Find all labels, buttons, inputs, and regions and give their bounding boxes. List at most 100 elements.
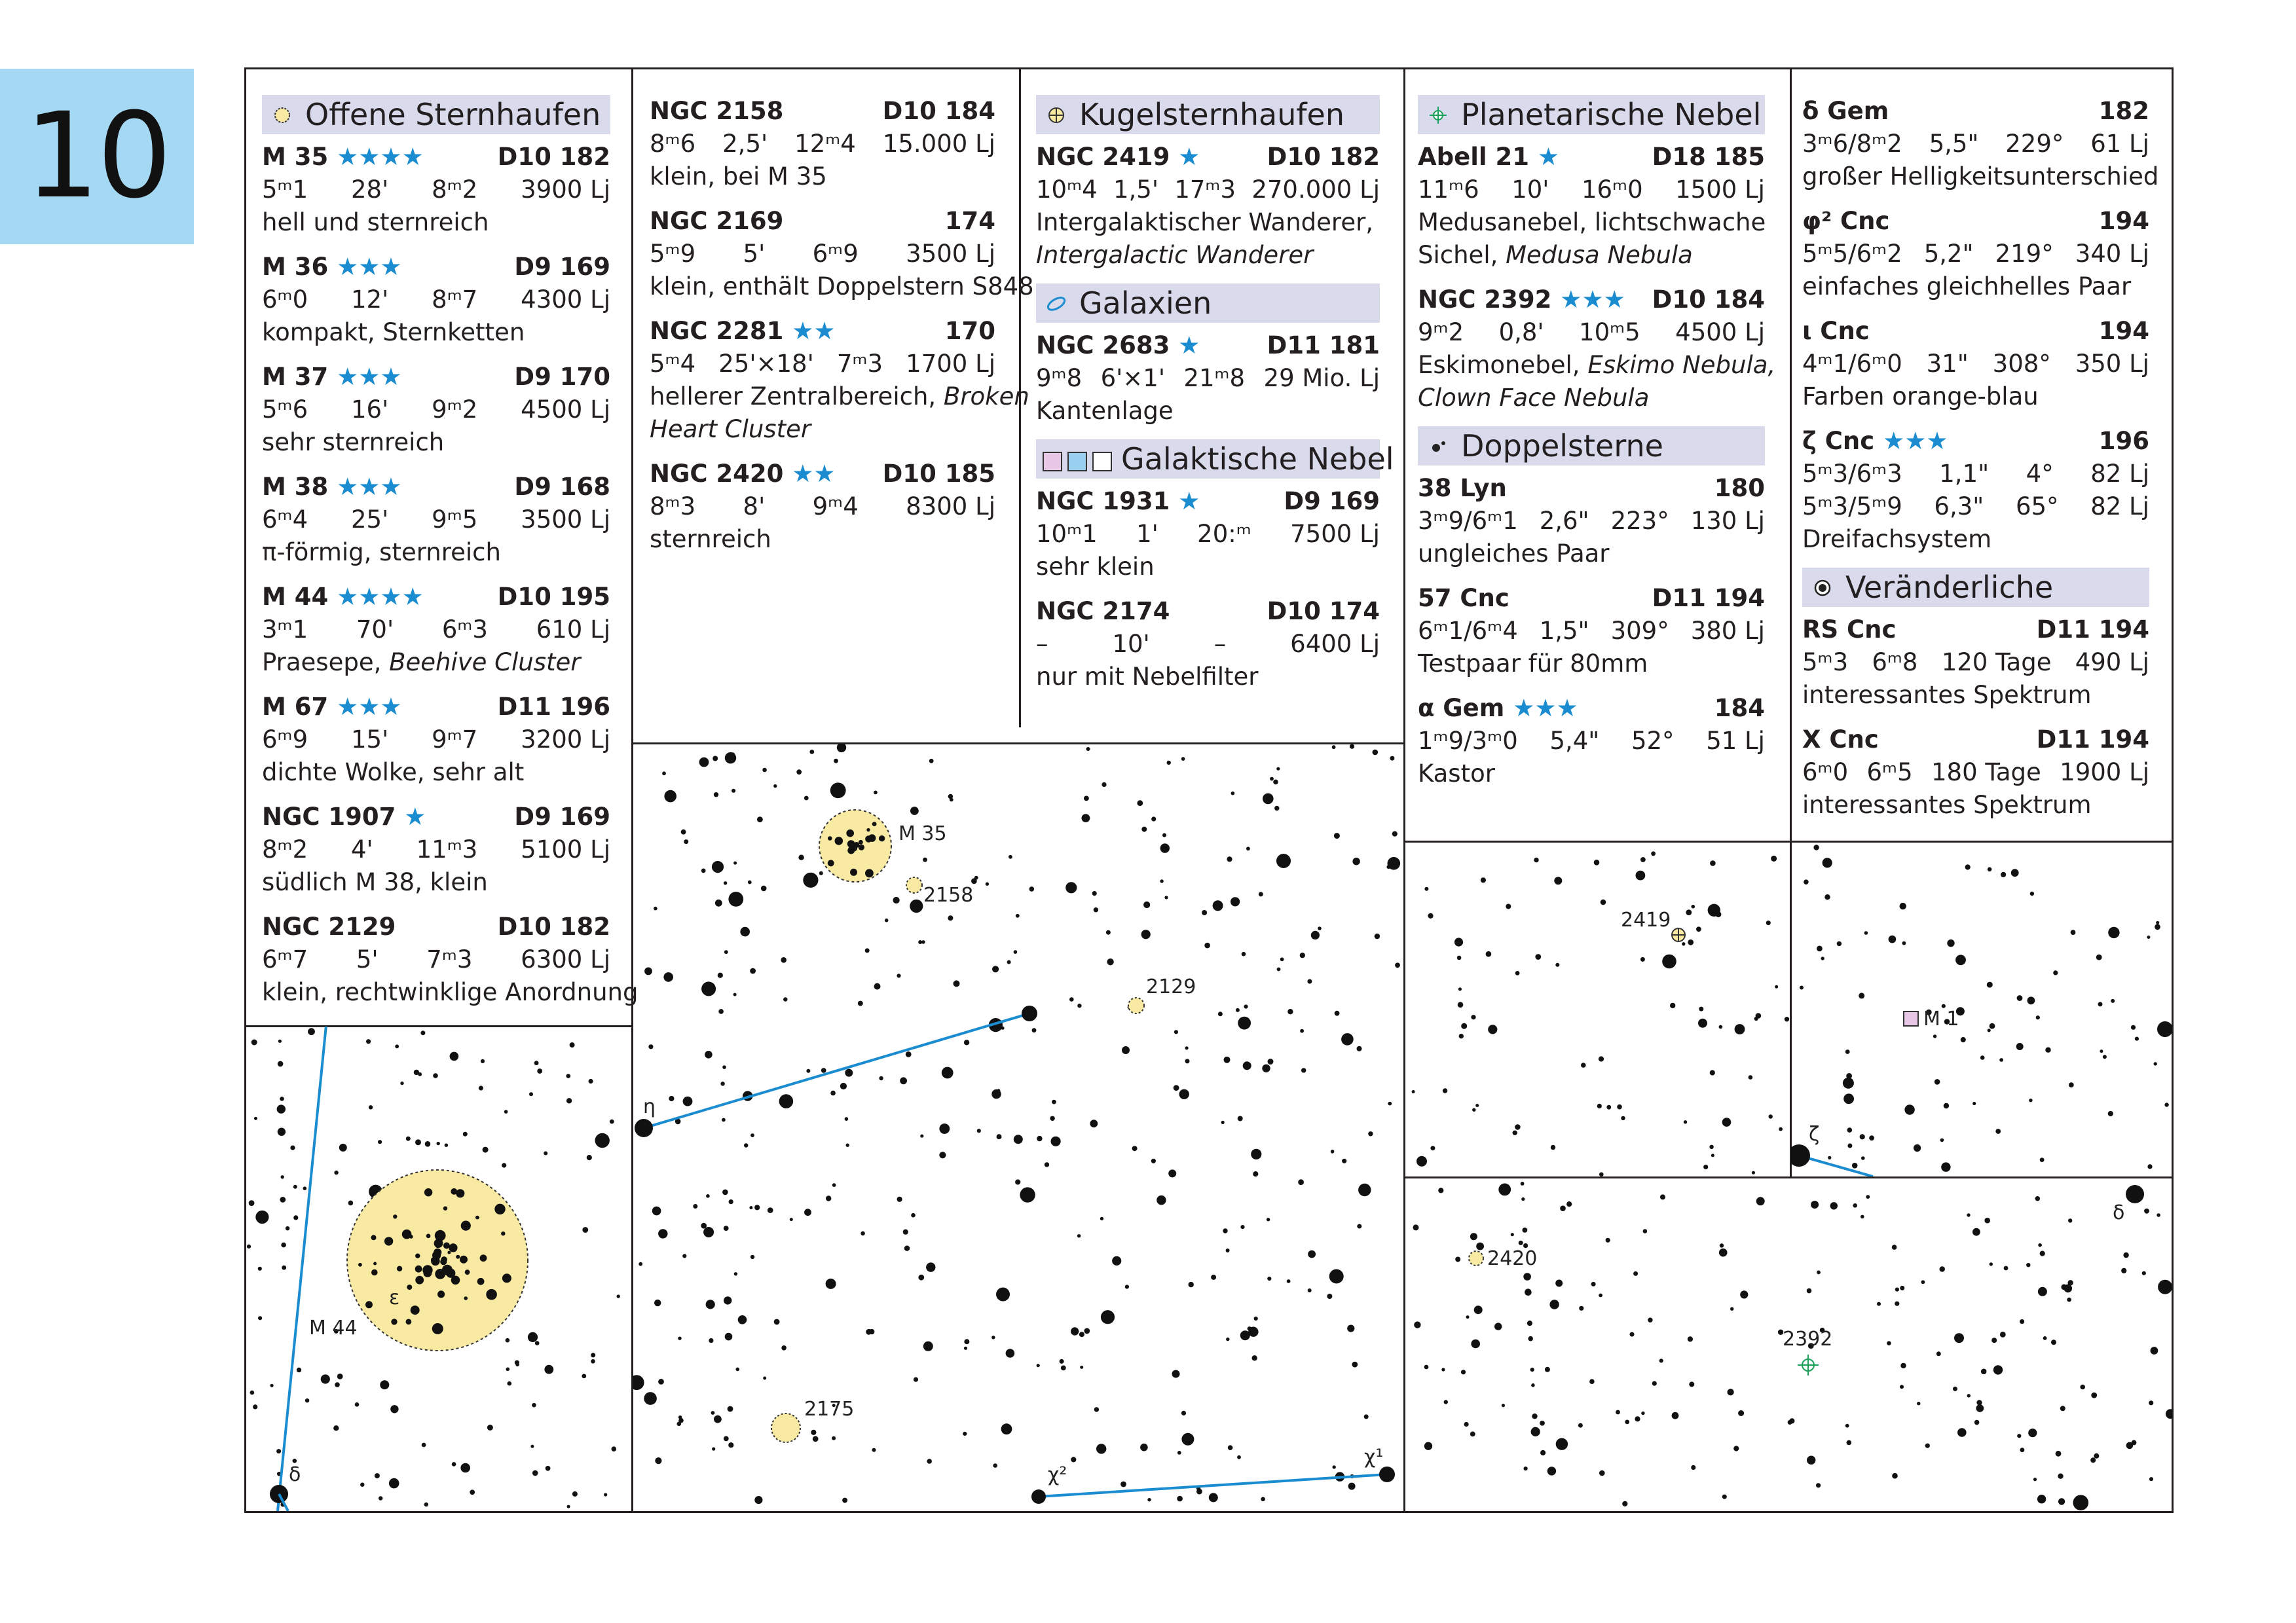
star — [504, 1110, 508, 1114]
star — [2038, 1243, 2042, 1247]
star — [866, 828, 870, 832]
star — [378, 1140, 382, 1144]
star — [1960, 1037, 1966, 1043]
object-name: 57 Cnc — [1418, 584, 1509, 612]
star — [717, 972, 723, 978]
star — [566, 1098, 572, 1104]
values-row: 10ᵐ4 1,5' 17ᵐ3 270.000 Lj — [1036, 173, 1380, 206]
star — [1080, 1365, 1084, 1369]
star — [1231, 791, 1235, 795]
star — [487, 1425, 493, 1431]
entry-title-row: NGC 2420 ★★ D10 185 — [650, 458, 995, 490]
atlas-reference: 182 — [2098, 97, 2149, 125]
star — [595, 1133, 610, 1148]
star — [258, 1316, 263, 1321]
star — [433, 1073, 438, 1078]
description: hellerer Zentralbereich, Broken — [650, 382, 1029, 410]
star — [1528, 1336, 1533, 1341]
value: 270.000 Lj — [1251, 175, 1380, 204]
star — [1842, 1077, 1854, 1089]
star — [374, 1473, 380, 1479]
star — [866, 1328, 872, 1335]
star — [963, 1346, 968, 1350]
catalog-entry: ζ Cnc ★★★ 196 5ᵐ3/6ᵐ3 1,1" 4° 82 Lj 5ᵐ3/5ᵐ9 6,3… — [1802, 425, 2149, 556]
star — [440, 1258, 447, 1266]
star — [529, 1092, 533, 1097]
star — [1578, 1423, 1583, 1428]
star — [460, 1220, 471, 1231]
star — [1633, 1271, 1639, 1276]
star — [1836, 941, 1842, 947]
star — [749, 1206, 753, 1210]
star — [2067, 1297, 2071, 1302]
star — [337, 1374, 343, 1379]
star — [1274, 805, 1280, 811]
star — [1029, 886, 1035, 892]
star — [730, 752, 735, 757]
star — [1143, 901, 1151, 909]
star — [2027, 996, 2035, 1005]
description-italic: Medusa Nebula — [1506, 241, 1693, 269]
star — [413, 1069, 420, 1076]
star — [582, 1227, 589, 1233]
star — [1395, 962, 1400, 968]
star — [2165, 1409, 2172, 1419]
delta-star — [2126, 1185, 2144, 1203]
value: 52° — [1631, 727, 1675, 755]
star — [1864, 931, 1868, 935]
star — [1185, 1059, 1190, 1064]
star — [964, 1339, 970, 1345]
star — [1540, 1450, 1546, 1456]
star — [502, 1163, 507, 1168]
star — [2037, 1286, 2047, 1296]
object-name: M 35 ★★★★ — [262, 143, 424, 171]
star — [2098, 1002, 2103, 1007]
star — [2144, 1208, 2149, 1214]
star — [478, 1085, 484, 1091]
star — [2068, 1218, 2073, 1223]
value: 65° — [2015, 492, 2059, 520]
star — [1212, 900, 1223, 911]
values-row: 1ᵐ9/3ᵐ0 5,4" 52° 51 Lj — [1418, 725, 1765, 757]
star — [1204, 942, 1210, 949]
star — [1936, 1351, 1941, 1357]
star — [713, 792, 719, 797]
star — [845, 1068, 853, 1077]
star — [464, 1269, 470, 1275]
star — [1225, 1249, 1230, 1252]
star — [1494, 1322, 1502, 1330]
star — [1470, 1233, 1477, 1241]
star — [401, 1229, 412, 1239]
star — [976, 1129, 981, 1133]
double-star-icon — [1424, 429, 1452, 469]
star — [1847, 1143, 1853, 1148]
star — [2017, 1434, 2022, 1438]
star — [941, 1067, 954, 1079]
star — [1941, 1004, 1946, 1008]
value: 15' — [351, 725, 389, 754]
star — [714, 899, 722, 907]
description: klein, bei M 35 — [650, 162, 827, 191]
star — [1719, 1243, 1724, 1248]
star — [1052, 1099, 1056, 1104]
star — [1512, 1130, 1517, 1136]
star — [884, 918, 889, 922]
star — [644, 967, 652, 976]
star — [285, 1226, 290, 1231]
star — [2067, 1280, 2073, 1286]
star — [872, 822, 877, 826]
star — [663, 972, 673, 982]
star — [1787, 1420, 1792, 1425]
object-name: NGC 2419 ★ — [1036, 143, 1200, 171]
star — [1456, 955, 1462, 960]
star — [1208, 1493, 1218, 1503]
star — [879, 1076, 883, 1081]
star — [2091, 1392, 2098, 1398]
value: 2,6" — [1539, 507, 1589, 535]
star — [1031, 1028, 1037, 1033]
star — [727, 1406, 733, 1412]
star — [1005, 1349, 1015, 1358]
star — [1727, 1389, 1734, 1396]
star — [819, 871, 823, 875]
values-row: 5ᵐ4 25'×18' 7ᵐ3 1700 Lj — [650, 348, 995, 380]
